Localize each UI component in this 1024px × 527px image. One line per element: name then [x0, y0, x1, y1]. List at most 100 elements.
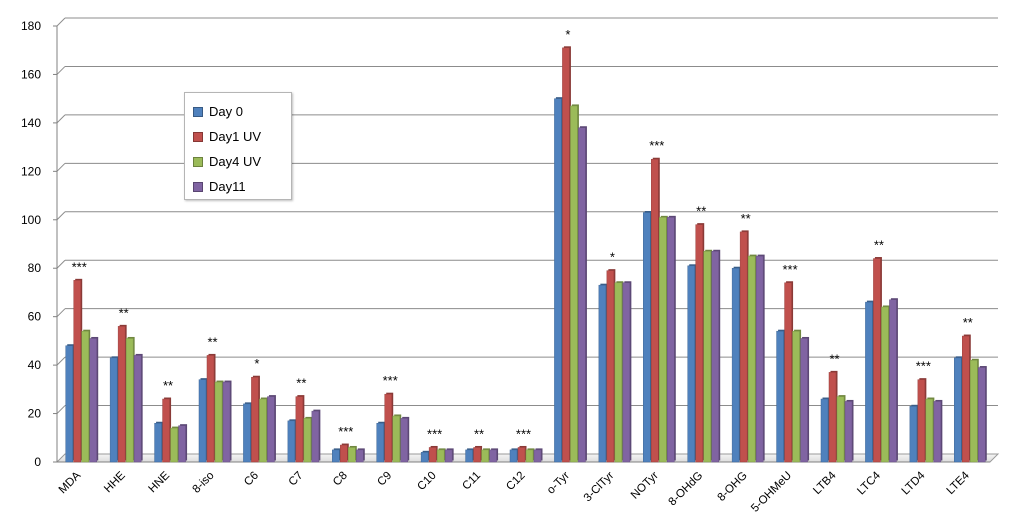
x-tick-label: MDA [57, 469, 84, 496]
x-tick-label: LTB4 [811, 469, 839, 497]
bar [651, 157, 660, 463]
bar [917, 378, 927, 463]
bar [109, 356, 119, 463]
bar [881, 305, 890, 463]
bar [643, 211, 652, 463]
x-tick-label: C6 [242, 470, 261, 489]
significance-label: *** [516, 426, 531, 441]
legend-item: Day11 [193, 174, 291, 199]
bar [836, 395, 846, 463]
bar [259, 397, 268, 463]
bar [400, 416, 410, 463]
y-tick-label: 160 [21, 67, 41, 81]
bar [844, 399, 854, 463]
x-tick-label: HNE [147, 469, 173, 495]
bar [659, 215, 668, 463]
bar [509, 448, 519, 463]
significance-label: ** [963, 315, 973, 330]
gridline-diag [56, 66, 66, 75]
bar [554, 97, 563, 463]
significance-label: ** [696, 204, 706, 219]
y-tick-label: 60 [28, 310, 42, 324]
significance-label: *** [916, 359, 931, 374]
significance-label: * [254, 356, 259, 371]
legend-swatch [193, 156, 203, 167]
bar [267, 395, 276, 463]
significance-label: * [565, 27, 570, 42]
bar [420, 450, 430, 463]
bar [117, 324, 127, 463]
bar [873, 257, 882, 463]
legend-swatch [193, 106, 203, 117]
bar [81, 329, 91, 463]
bar [598, 283, 608, 463]
x-tick-label: LTE4 [945, 469, 973, 497]
bar [178, 424, 188, 463]
legend-label: Day1 UV [209, 129, 262, 144]
bar [828, 370, 838, 463]
bar [392, 414, 402, 463]
bar [731, 266, 741, 463]
y-tick-label: 140 [21, 116, 41, 130]
gridline-diag [56, 259, 66, 269]
bar [243, 402, 252, 463]
significance-label: *** [782, 262, 797, 277]
x-tick-label: 8-OHdG [667, 470, 706, 509]
bar [606, 269, 616, 463]
bar [332, 448, 341, 463]
bar [444, 448, 454, 463]
bar [287, 419, 297, 463]
y-tick-label: 180 [21, 19, 41, 33]
gridline-diag [56, 114, 66, 124]
bar [711, 249, 721, 463]
x-tick-label: C7 [287, 470, 306, 489]
bar [481, 448, 491, 463]
significance-label: *** [338, 424, 353, 439]
bar [962, 334, 971, 463]
y-tick-label: 80 [28, 261, 42, 275]
legend-label: Day4 UV [209, 154, 262, 169]
bar [376, 421, 386, 463]
x-tick-label: C9 [375, 470, 394, 489]
bar [889, 298, 898, 463]
y-tick-label: 0 [34, 455, 41, 469]
bar [978, 366, 987, 463]
bar [206, 353, 216, 463]
bar [170, 426, 180, 463]
y-tick-label: 100 [21, 213, 41, 227]
bar [925, 397, 935, 463]
bar [198, 378, 208, 463]
significance-label: ** [829, 351, 839, 366]
bar [295, 395, 305, 463]
bar [578, 126, 587, 463]
bar [251, 375, 260, 463]
bar [214, 380, 224, 463]
x-tick-label: C11 [460, 470, 483, 493]
bar [667, 215, 676, 463]
bar [162, 397, 172, 463]
x-tick-label: LTD4 [900, 469, 928, 497]
bar [687, 264, 697, 463]
gridline-diag [56, 17, 66, 27]
x-tick-label: 5-OHMeU [749, 470, 794, 515]
x-tick-label: HHE [102, 469, 128, 495]
significance-label: *** [383, 373, 398, 388]
bar [792, 329, 802, 463]
significance-label: ** [119, 305, 129, 320]
bar [865, 300, 874, 463]
bar [784, 281, 794, 463]
bar [776, 329, 786, 463]
legend-item: Day 0 [193, 99, 291, 124]
bar [356, 448, 365, 463]
x-tick-label: 3-ClTyr [582, 470, 617, 505]
bar [820, 397, 830, 463]
bar [800, 336, 810, 463]
significance-label: ** [163, 378, 173, 393]
legend-swatch [193, 181, 203, 192]
gridline-diag [56, 162, 66, 172]
bar [384, 392, 394, 463]
x-tick-label: C10 [415, 470, 438, 493]
bar [473, 445, 483, 463]
significance-label: ** [874, 238, 884, 253]
bar [303, 416, 313, 463]
